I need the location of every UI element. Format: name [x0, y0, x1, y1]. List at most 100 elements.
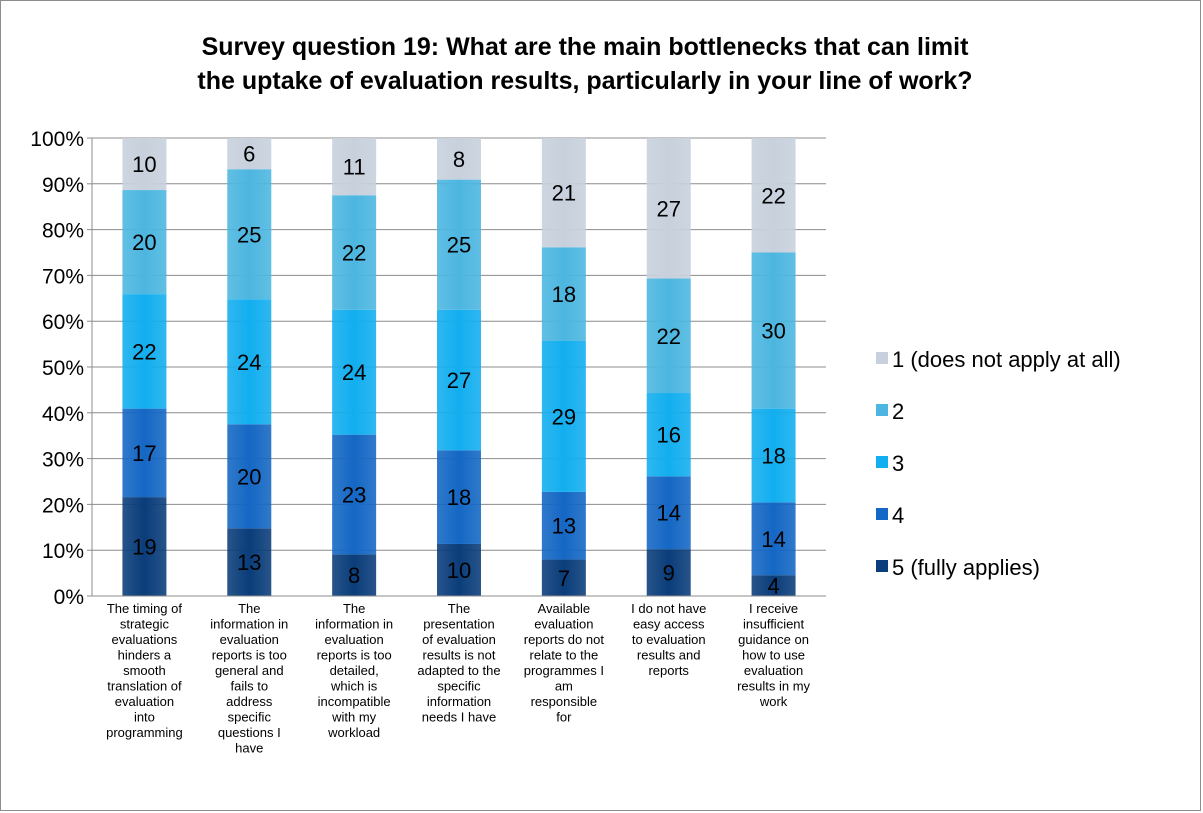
- x-tick-label: adapted to the: [417, 663, 500, 678]
- legend-swatch: [876, 456, 888, 468]
- x-tick-label: incompatible: [318, 694, 391, 709]
- x-tick-label: translation of: [107, 679, 182, 694]
- data-label: 30: [761, 319, 785, 344]
- x-tick-label: how to use: [742, 648, 805, 663]
- data-label: 16: [656, 423, 680, 448]
- x-tick-label: needs I have: [422, 710, 496, 725]
- x-tick-label: smooth: [123, 663, 166, 678]
- legend-label: 3: [892, 451, 904, 476]
- x-tick-label: easy access: [633, 617, 705, 632]
- data-label: 24: [342, 360, 366, 385]
- data-label: 17: [132, 441, 156, 466]
- y-tick-label: 0%: [54, 586, 84, 609]
- data-label: 8: [453, 147, 465, 172]
- x-tick-label: into: [134, 710, 155, 725]
- x-tick-label: work: [759, 694, 788, 709]
- data-label: 6: [243, 142, 255, 167]
- x-tick-label: responsible: [531, 694, 598, 709]
- y-tick-label: 70%: [42, 265, 84, 288]
- data-label: 25: [237, 222, 261, 247]
- x-tick-label: The: [238, 601, 260, 616]
- x-tick-label: I do not have: [631, 601, 706, 616]
- y-tick-label: 80%: [42, 220, 84, 243]
- legend-label: 5 (fully applies): [892, 555, 1040, 580]
- legend-swatch: [876, 560, 888, 572]
- legend-swatch: [876, 508, 888, 520]
- x-tick-label: to evaluation: [632, 632, 706, 647]
- x-tick-label: address: [226, 694, 273, 709]
- data-label: 29: [552, 404, 576, 429]
- x-tick-label: information in: [210, 617, 288, 632]
- x-tick-label: I receive: [749, 601, 798, 616]
- data-label: 27: [656, 196, 680, 221]
- data-label: 10: [132, 152, 156, 177]
- y-tick-label: 30%: [42, 449, 84, 472]
- x-tick-label: insufficient: [743, 617, 805, 632]
- data-label: 14: [656, 501, 680, 526]
- x-tick-label: strategic: [120, 617, 170, 632]
- y-tick-label: 100%: [30, 128, 84, 151]
- data-label: 11: [343, 155, 366, 180]
- data-label: 14: [761, 527, 785, 552]
- data-label: 10: [447, 558, 471, 583]
- x-tick-label: The: [448, 601, 470, 616]
- y-tick-label: 10%: [42, 540, 84, 563]
- y-tick-label: 20%: [42, 494, 84, 517]
- data-label: 22: [132, 339, 156, 364]
- y-tick-label: 40%: [42, 403, 84, 426]
- x-tick-label: reports: [648, 663, 689, 678]
- legend-swatch: [876, 404, 888, 416]
- data-label: 22: [761, 183, 785, 208]
- x-tick-label: The: [343, 601, 365, 616]
- x-tick-label: reports do not: [524, 632, 605, 647]
- data-label: 23: [342, 483, 366, 508]
- x-tick-label: information in: [315, 617, 393, 632]
- x-tick-label: results in my: [737, 679, 810, 694]
- x-tick-label: evaluation: [744, 663, 803, 678]
- x-tick-label: guidance on: [738, 632, 809, 647]
- x-tick-label: The timing of: [107, 601, 183, 616]
- legend-swatch: [876, 352, 888, 364]
- data-label: 20: [237, 464, 261, 489]
- data-label: 8: [348, 563, 360, 588]
- legend-label: 2: [892, 399, 904, 424]
- data-label: 20: [132, 230, 156, 255]
- x-tick-label: specific: [228, 710, 272, 725]
- x-tick-label: questions I: [218, 725, 281, 740]
- data-label: 9: [663, 561, 675, 586]
- data-label: 22: [342, 241, 366, 266]
- x-tick-label: specific: [437, 679, 481, 694]
- legend-label: 1 (does not apply at all): [892, 347, 1121, 372]
- y-tick-label: 60%: [42, 311, 84, 334]
- x-tick-label: am: [555, 679, 573, 694]
- data-label: 22: [656, 324, 680, 349]
- x-tick-label: programmes I: [524, 663, 604, 678]
- y-tick-label: 90%: [42, 174, 84, 197]
- y-tick-label: 50%: [42, 357, 84, 380]
- x-tick-label: evaluation: [534, 617, 593, 632]
- x-tick-label: hinders a: [118, 648, 172, 663]
- data-label: 4: [767, 574, 779, 599]
- x-tick-label: reports is too: [212, 648, 287, 663]
- x-tick-label: reports is too: [317, 648, 392, 663]
- x-tick-label: fails to: [230, 679, 268, 694]
- data-label: 18: [552, 282, 576, 307]
- x-tick-label: relate to the: [530, 648, 599, 663]
- x-tick-label: of evaluation: [422, 632, 496, 647]
- data-label: 13: [237, 550, 261, 575]
- legend-label: 4: [892, 503, 904, 528]
- data-label: 13: [552, 514, 576, 539]
- x-tick-label: evaluation: [325, 632, 384, 647]
- x-tick-label: detailed,: [330, 663, 379, 678]
- data-label: 18: [761, 443, 785, 468]
- x-tick-label: evaluation: [220, 632, 279, 647]
- x-tick-label: programming: [106, 725, 183, 740]
- data-label: 18: [447, 485, 471, 510]
- data-label: 19: [132, 535, 156, 560]
- x-tick-label: evaluation: [115, 694, 174, 709]
- x-tick-label: which is: [330, 679, 378, 694]
- data-label: 7: [558, 566, 570, 591]
- x-tick-label: have: [235, 741, 263, 756]
- data-label: 21: [552, 181, 576, 206]
